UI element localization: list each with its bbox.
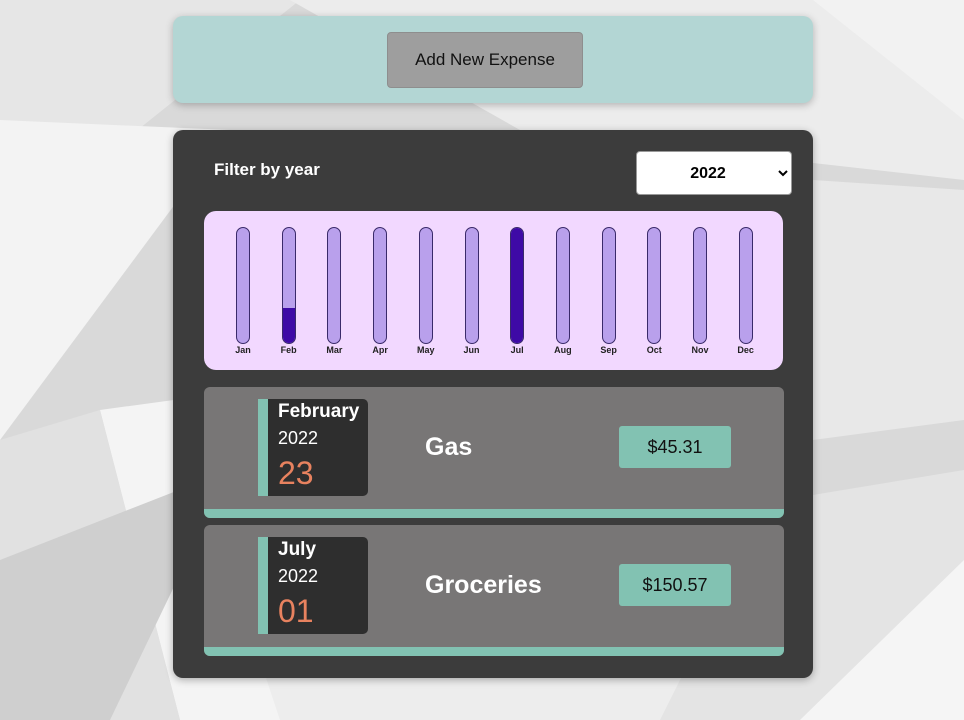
expense-date-month: February (278, 401, 360, 422)
chart-bar-track (373, 227, 388, 344)
new-expense-panel: Add New Expense (173, 16, 813, 103)
chart-bar-label: Feb (280, 345, 297, 355)
chart-bar-track (464, 227, 479, 344)
year-filter-select[interactable]: 2022 (636, 151, 792, 195)
expense-date: July 2022 01 (258, 537, 368, 634)
chart-bar-apr: Apr (360, 227, 400, 357)
chart-bar-fill (511, 228, 524, 343)
chart-bar-label: Jun (463, 345, 480, 355)
chart-bar-track (510, 227, 525, 344)
chart-bar-track (738, 227, 753, 344)
chart-bar-label: May (417, 345, 435, 355)
expense-item: July 2022 01 Groceries $150.57 (204, 525, 784, 656)
monthly-chart: Jan Feb Mar Apr May Jun Jul Aug Sep Oct Nov Dec (204, 211, 783, 370)
chart-bar-track (555, 227, 570, 344)
chart-bar-fill (282, 308, 295, 343)
chart-bar-track (418, 227, 433, 344)
expense-date-day: 23 (278, 455, 314, 491)
filter-label: Filter by year (214, 160, 320, 179)
chart-bar-mar: Mar (314, 227, 354, 357)
chart-bar-jun: Jun (452, 227, 492, 357)
chart-bar-jan: Jan (223, 227, 263, 357)
chart-bar-track (647, 227, 662, 344)
chart-bar-may: May (406, 227, 446, 357)
chart-bar-label: Dec (737, 345, 754, 355)
expense-date-day: 01 (278, 593, 314, 629)
expense-amount-badge: $45.31 (619, 426, 731, 468)
expenses-panel: Filter by year 2022 Jan Feb Mar Apr May Jun Ju… (173, 130, 813, 678)
chart-bar-label: Aug (554, 345, 572, 355)
expense-date-year: 2022 (278, 428, 319, 448)
chart-bar-jul: Jul (497, 227, 537, 357)
chart-bar-label: Nov (691, 345, 709, 355)
chart-bar-label: Oct (646, 345, 662, 355)
expense-title: Gas (425, 433, 473, 461)
chart-bar-label: Jul (510, 345, 524, 355)
chart-bar-feb: Feb (269, 227, 309, 357)
chart-bar-label: Jan (235, 345, 251, 355)
add-new-expense-button[interactable]: Add New Expense (387, 32, 583, 88)
expense-date: February 2022 23 (258, 399, 368, 496)
chart-bar-sep: Sep (589, 227, 629, 357)
expense-date-year: 2022 (278, 566, 319, 586)
chart-bar-track (236, 227, 250, 344)
chart-bar-label: Sep (600, 345, 617, 355)
expense-amount-badge: $150.57 (619, 564, 731, 606)
expense-item: February 2022 23 Gas $45.31 (204, 387, 784, 518)
chart-bar-dec: Dec (726, 227, 766, 357)
chart-bar-track (281, 227, 296, 344)
chart-bar-oct: Oct (634, 227, 674, 357)
chart-bar-track (601, 227, 616, 344)
expense-accent-bar (204, 647, 784, 656)
chart-bar-label: Mar (326, 345, 343, 355)
expense-date-month: July (278, 539, 317, 560)
chart-bar-nov: Nov (680, 227, 720, 357)
chart-bar-aug: Aug (543, 227, 583, 357)
chart-bar-label: Apr (372, 345, 388, 355)
expense-title: Groceries (425, 571, 542, 599)
expense-accent-bar (204, 509, 784, 518)
chart-bar-track (693, 227, 707, 344)
chart-bar-track (327, 227, 342, 344)
